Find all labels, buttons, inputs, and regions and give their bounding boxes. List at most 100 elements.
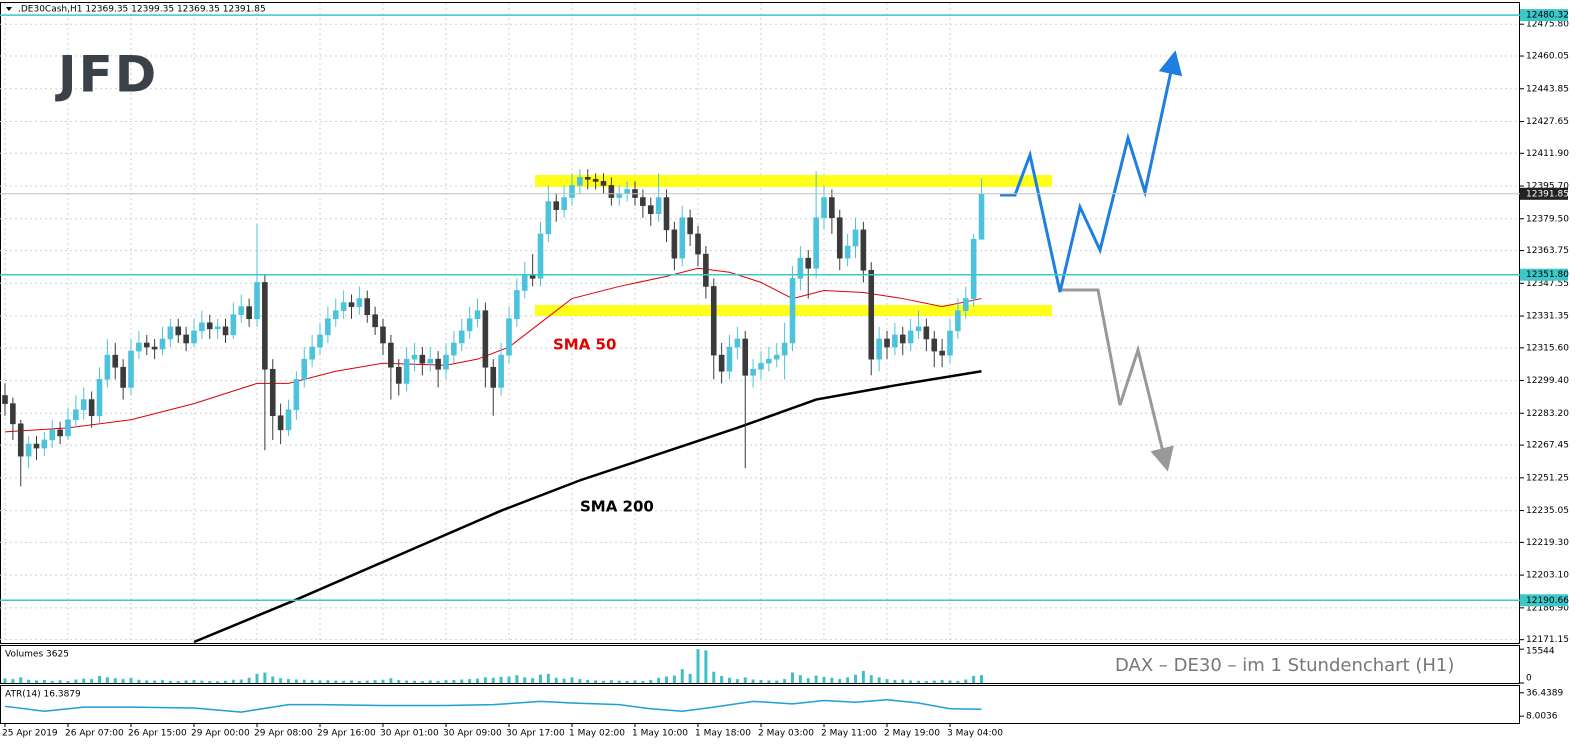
candle-body — [829, 197, 835, 219]
volume-bar — [420, 681, 424, 683]
candle-body — [199, 322, 205, 332]
volume-bar — [168, 680, 172, 683]
y-tick-label: 12363.75 — [1526, 246, 1569, 256]
atr-label: ATR(14) 16.3879 — [5, 690, 81, 700]
candle-body — [663, 197, 670, 231]
volume-bar — [672, 675, 676, 683]
volume-bar — [271, 676, 275, 683]
volume-bar — [11, 679, 15, 683]
y-tick-label: 12411.90 — [1526, 149, 1569, 159]
volume-bar — [822, 676, 826, 683]
last-price-label: 12391.85 — [1526, 189, 1569, 199]
price-level-tag — [1520, 268, 1568, 281]
volume-bar — [814, 675, 818, 683]
volume-bar — [247, 677, 251, 683]
volume-bar — [476, 678, 479, 683]
x-tick-label: 25 Apr 2019 — [2, 729, 58, 739]
candle-body — [332, 310, 339, 320]
candle-body — [183, 334, 189, 344]
volume-bar — [846, 677, 850, 683]
volume-bar — [570, 677, 574, 683]
volume-bar — [688, 673, 692, 683]
volume-bar — [82, 678, 86, 683]
volume-bar — [554, 677, 558, 683]
candle-body — [506, 318, 512, 356]
candle-body — [514, 290, 520, 320]
resistance-zone — [535, 175, 1052, 187]
volume-bar — [972, 676, 976, 683]
price-level-label: 12190.66 — [1526, 596, 1569, 606]
volume-bar — [113, 678, 117, 683]
volume-bar — [665, 676, 668, 683]
candle-body — [970, 238, 977, 299]
chart-note: DAX – DE30 – im 1 Stundenchart (H1) — [1115, 655, 1454, 676]
volume-bar — [224, 680, 227, 683]
volume-bar — [302, 679, 306, 683]
x-tick-label: 3 May 04:00 — [947, 729, 1003, 739]
volume-bar — [19, 677, 23, 683]
volume-bar — [704, 650, 708, 683]
candle-body — [443, 354, 449, 370]
candle-body — [577, 177, 583, 186]
candle-body — [537, 233, 544, 279]
candle-body — [498, 354, 504, 388]
candle-body — [41, 439, 48, 449]
candle-body — [372, 314, 378, 328]
candle-body — [852, 229, 859, 247]
volume-bar — [373, 680, 377, 683]
volume-bar — [546, 673, 550, 683]
candle-body — [695, 233, 701, 255]
bullish-scenario-arrow — [1000, 50, 1183, 293]
atr-line — [4, 698, 982, 713]
candle-body — [238, 306, 245, 316]
sma-50-label: SMA 50 — [553, 336, 616, 354]
volume-bar — [712, 671, 716, 683]
candle-body — [726, 346, 733, 372]
volume-bar — [184, 680, 188, 683]
y-tick-label: 12443.85 — [1526, 84, 1569, 94]
volume-tick-label: 15544 — [1526, 647, 1555, 657]
candle-body — [703, 253, 709, 287]
volume-bar — [602, 680, 605, 683]
y-tick-label: 12299.40 — [1526, 376, 1569, 386]
volume-bar — [310, 679, 314, 683]
volume-bar — [137, 679, 141, 683]
volume-bar — [578, 679, 582, 683]
candle-body — [88, 399, 95, 417]
x-tick-label: 26 Apr 07:00 — [65, 729, 124, 739]
volume-label: Volumes 3625 — [5, 650, 69, 660]
candle-body — [80, 399, 87, 410]
volume-bar — [798, 675, 802, 683]
candle-body — [789, 278, 796, 344]
candle-body — [836, 217, 843, 259]
volume-bar — [192, 679, 196, 683]
volume-bar — [893, 679, 897, 683]
candle-body — [915, 326, 922, 332]
volume-frame — [0, 645, 1520, 684]
candle-body — [655, 197, 662, 215]
price-level-label: 12351.80 — [1526, 270, 1569, 280]
candle-body — [561, 197, 567, 210]
volume-bar — [413, 680, 416, 683]
candle-body — [451, 342, 457, 356]
main-frame — [0, 2, 1520, 644]
candle-body — [2, 395, 8, 404]
candle-body — [474, 310, 481, 320]
candle-body — [10, 403, 16, 425]
volume-bar — [633, 680, 637, 683]
candle-body — [17, 423, 24, 457]
candle-body — [553, 201, 560, 210]
price-level-label: 12480.32 — [1526, 11, 1569, 21]
volume-bar — [279, 678, 283, 683]
volume-bar — [318, 680, 322, 683]
y-tick-label: 12475.80 — [1526, 20, 1569, 30]
candle-body — [246, 306, 252, 320]
candle-body — [584, 177, 591, 180]
volume-bar — [287, 679, 290, 683]
volume-bar — [397, 679, 401, 683]
candle-body — [206, 322, 213, 330]
y-tick-label: 12251.25 — [1526, 473, 1569, 483]
volume-bar — [58, 680, 62, 683]
volume-bar — [720, 676, 724, 683]
